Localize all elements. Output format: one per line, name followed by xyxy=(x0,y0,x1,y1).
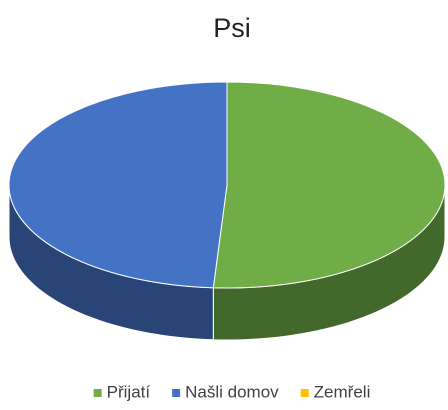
pie-slice xyxy=(212,81,446,289)
chart-title: Psi xyxy=(213,13,251,43)
legend-label: Našli domov xyxy=(185,382,279,401)
legend-label: Přijatí xyxy=(107,382,151,401)
legend-label: Zemřeli xyxy=(314,382,371,401)
legend-swatch xyxy=(93,389,102,397)
legend-swatch xyxy=(300,389,309,397)
legend: Přijatí Našli domov Zemřeli xyxy=(93,382,371,401)
pie-slice xyxy=(8,81,228,289)
legend-swatch xyxy=(172,389,181,397)
